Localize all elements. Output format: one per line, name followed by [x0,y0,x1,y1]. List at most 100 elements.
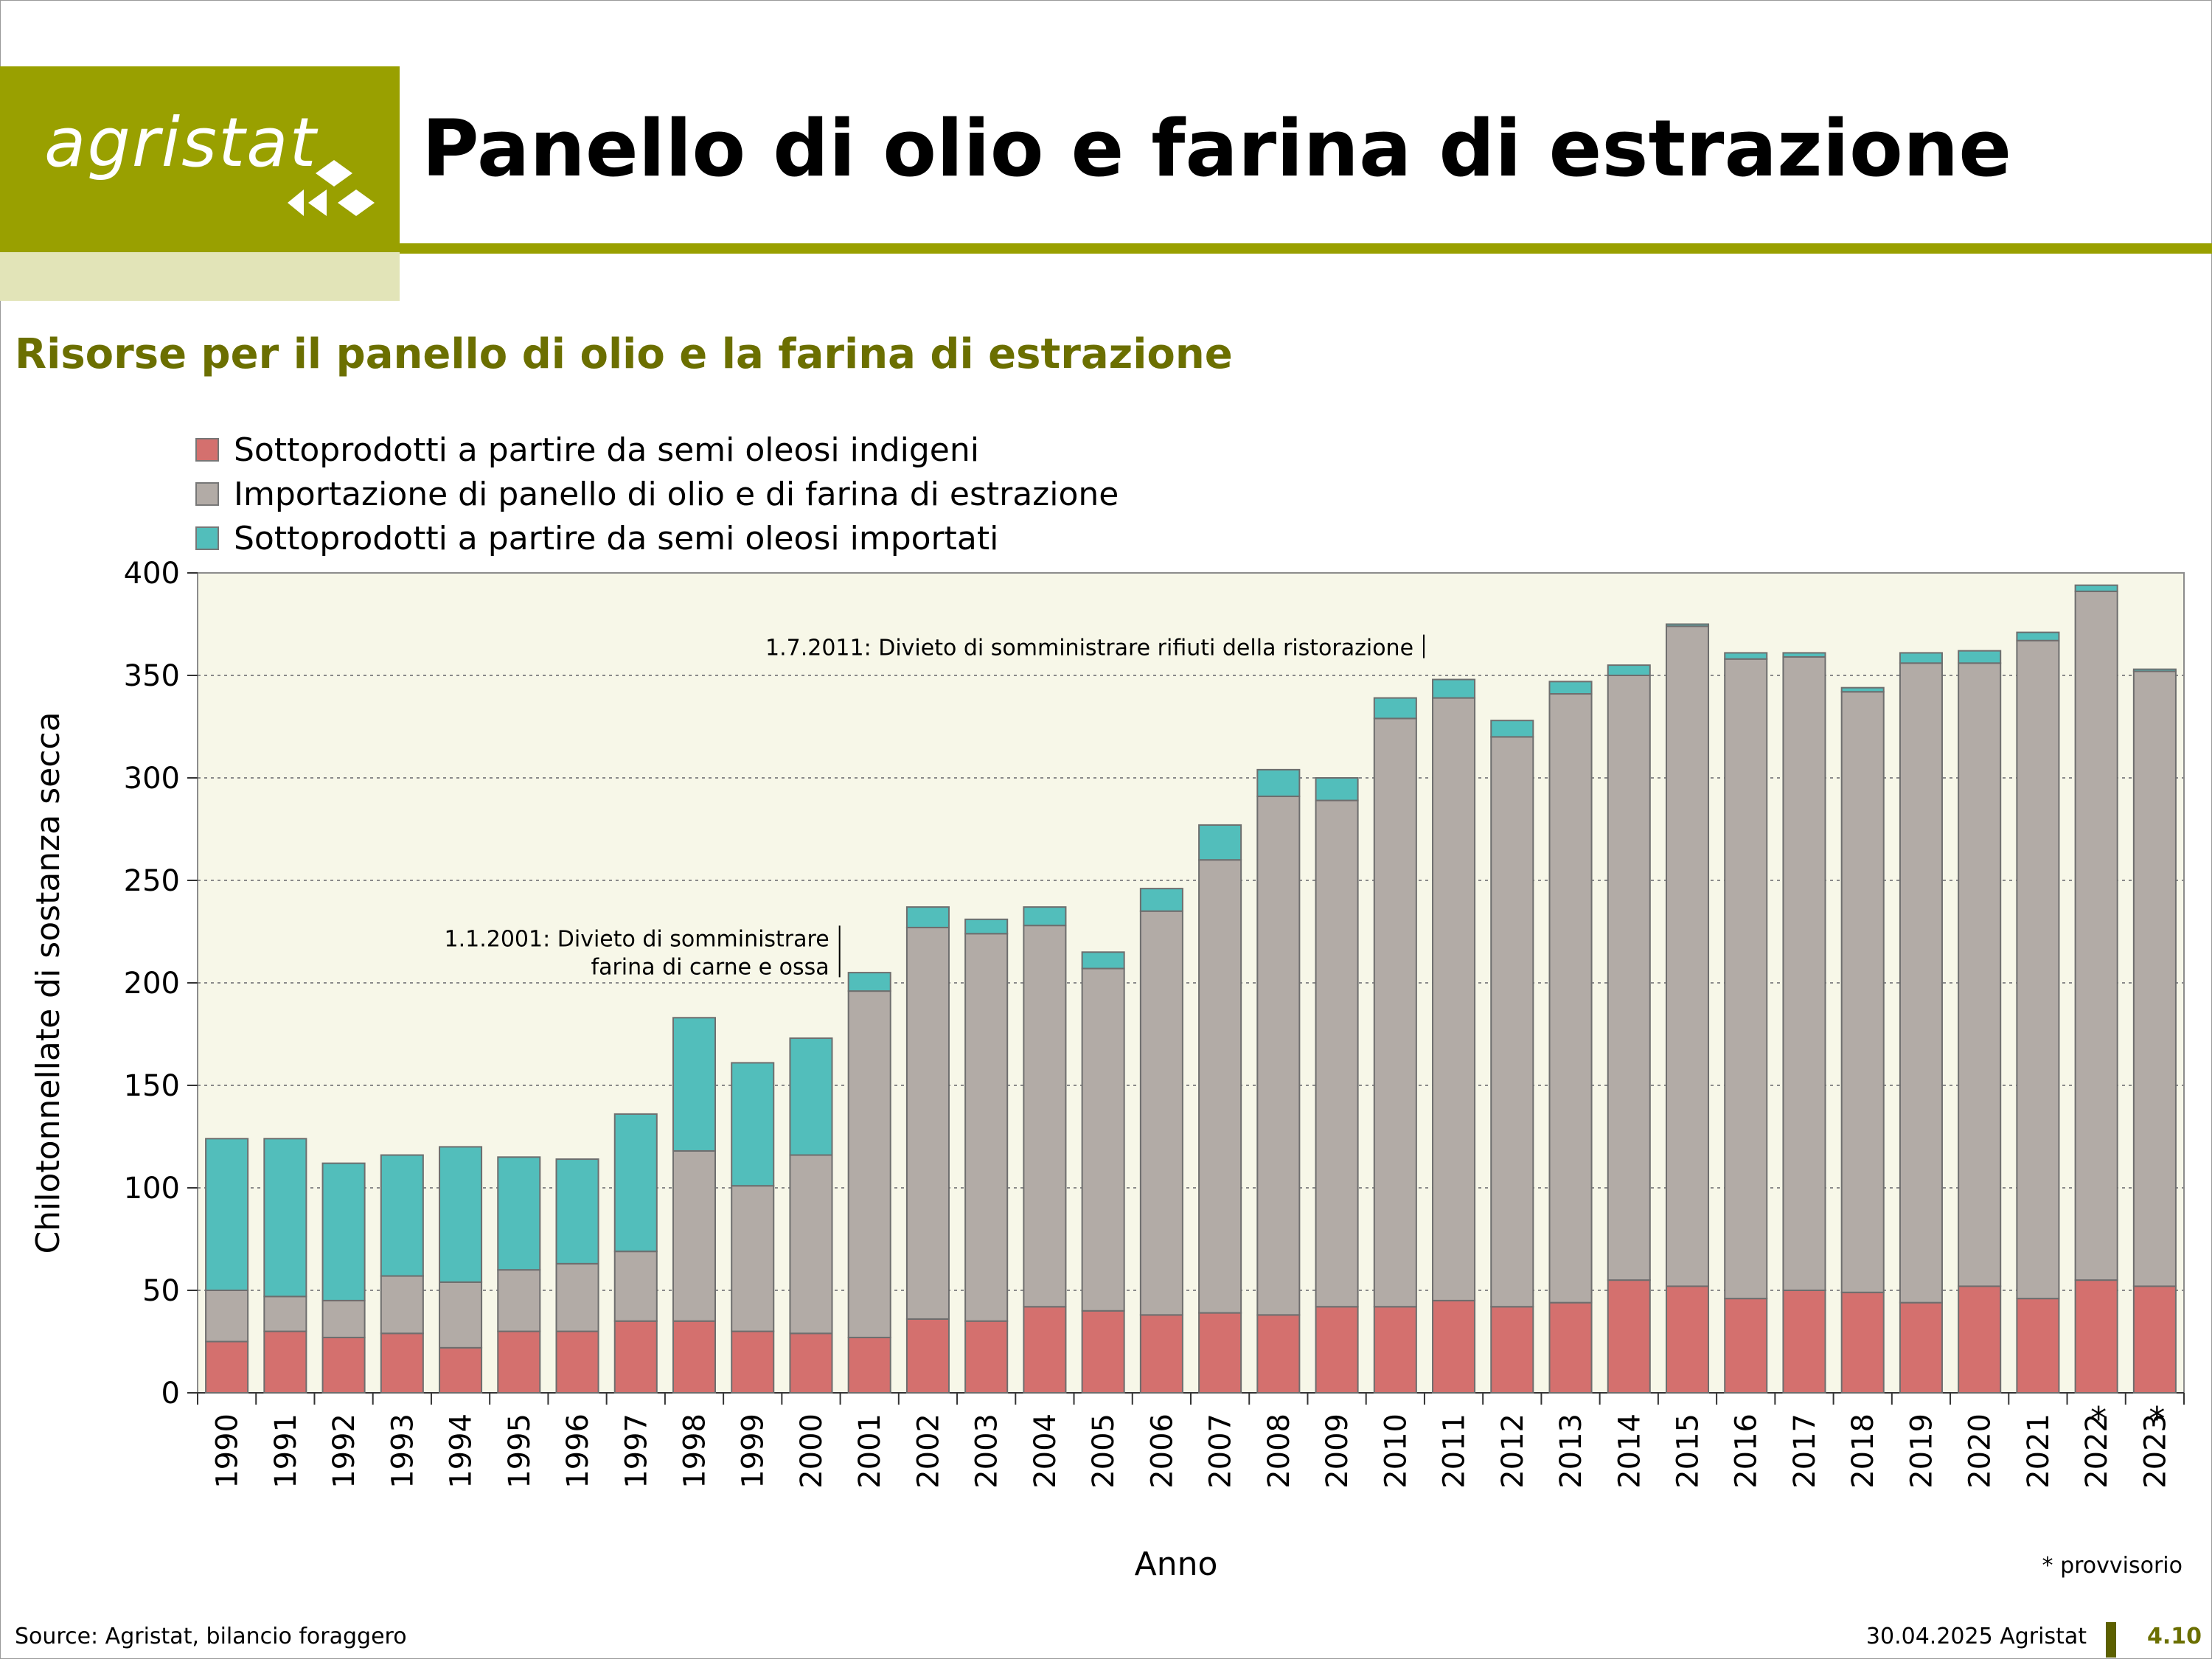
x-tick-label: 1994 [445,1413,479,1489]
x-tick-label: 2015 [1672,1413,1705,1489]
y-tick-label: 100 [124,1172,180,1206]
bar-segment-2008-s3 [1256,768,1301,798]
y-tick-label: 250 [124,864,180,898]
bar-segment-2020-s2 [1958,662,2002,1287]
x-tick-label: 2003 [970,1413,1004,1489]
legend-item-importati: Sottoprodotti a partire da semi oleosi i… [195,516,1119,560]
legend-label-indigeni: Sottoprodotti a partire da semi oleosi i… [234,431,979,469]
chart-subtitle: Risorse per il panello di olio e la fari… [15,330,1233,378]
bar-segment-1990-s2 [205,1290,249,1343]
bar-segment-2009-s3 [1315,777,1359,801]
bar-segment-2010-s3 [1373,697,1417,720]
bar-segment-1996-s3 [555,1158,599,1265]
legend-swatch-importati [195,526,219,550]
bar-segment-2022-s2 [2074,591,2118,1281]
x-tick-label: 2007 [1204,1413,1238,1489]
provisional-footnote: * provvisorio [2042,1553,2183,1579]
bar-segment-2005-s1 [1081,1310,1125,1394]
bar-segment-1995-s3 [497,1156,541,1271]
bar-segment-1992-s3 [321,1162,366,1301]
x-tick-label: 2011 [1438,1413,1472,1489]
stacked-bar-chart: 0 50 100 150 200 250 300 350 400 1990 1991 1992 1993… [29,557,2185,1583]
bar-segment-2011-s3 [1432,678,1476,699]
bar-segment-2002-s1 [905,1318,950,1394]
bar-segment-1992-s2 [321,1299,366,1338]
bar-segment-2023-s3 [2132,668,2177,672]
bar-segment-2019-s3 [1899,652,1943,664]
bar-segment-1995-s1 [497,1330,541,1394]
bar-segment-2008-s1 [1256,1314,1301,1394]
bar-segment-2008-s2 [1256,796,1301,1316]
title-rule [400,243,2212,254]
annotation-text-1: 1.1.2001: Divieto di somministrare [445,926,830,952]
x-tick-label: 1990 [211,1413,245,1489]
y-tick-label: 400 [124,557,180,591]
x-axis-title: Anno [1135,1545,1218,1583]
y-tick-label: 200 [124,967,180,1001]
bar-segment-2015-s3 [1665,623,1710,627]
bar-segment-1991-s1 [263,1330,307,1394]
x-tick-label: 2000 [795,1413,829,1489]
bar-segment-1997-s1 [613,1320,658,1394]
bar-segment-1998-s3 [672,1017,717,1152]
bar-segment-2001-s1 [847,1336,891,1394]
bar-segment-1994-s2 [439,1281,483,1349]
y-tick-label: 0 [161,1377,180,1411]
bar-segment-2017-s1 [1782,1290,1826,1394]
x-tick-label: 2020 [1964,1413,1997,1489]
bar-segment-1999-s2 [731,1185,775,1332]
bar-segment-2017-s2 [1782,655,1826,1291]
x-tick-label: 2010 [1379,1413,1413,1489]
bar-segment-2007-s3 [1198,824,1242,861]
provisional-mark: * [2090,1400,2107,1438]
bar-segment-1990-s3 [205,1138,249,1292]
bar-segment-2017-s3 [1782,652,1826,658]
bar-segment-2007-s2 [1198,859,1242,1314]
x-tick-label: 2018 [1846,1413,1880,1489]
bar-segment-2023-s2 [2132,670,2177,1287]
legend-label-importazione: Importazione di panello di olio e di far… [234,475,1119,513]
x-tick-label: 2001 [853,1413,887,1489]
provisional-mark: * [2149,1400,2165,1438]
x-tick-label: 2021 [2022,1413,2056,1489]
legend-label-importati: Sottoprodotti a partire da semi oleosi i… [234,519,999,557]
bar-segment-2018-s3 [1840,686,1885,693]
bar-segment-1997-s3 [613,1113,658,1253]
x-tick-label: 2004 [1029,1413,1062,1489]
x-tick-label: 2002 [911,1413,945,1489]
x-tick-label: 2008 [1262,1413,1296,1489]
bar-segment-2021-s2 [2016,639,2060,1300]
bar-segment-2020-s3 [1958,650,2002,664]
x-tick-label: 1998 [678,1413,712,1489]
bar-segment-2000-s2 [789,1154,833,1335]
bar-segment-1996-s2 [555,1262,599,1332]
bar-segment-2018-s1 [1840,1291,1885,1394]
bar-segment-2004-s1 [1023,1306,1067,1394]
logo-mark-icon [288,160,375,216]
bar-segment-2022-s3 [2074,584,2118,593]
bar-segment-2005-s2 [1081,967,1125,1312]
bar-segment-2013-s3 [1548,681,1593,695]
legend-item-indigeni: Sottoprodotti a partire da semi oleosi i… [195,428,1119,472]
x-tick-label: 1999 [737,1413,771,1489]
bar-segment-2014-s1 [1607,1279,1651,1394]
bar-segment-2003-s2 [964,933,1009,1322]
legend-item-importazione: Importazione di panello di olio e di far… [195,472,1119,516]
x-tick-label: 2023 [2138,1413,2172,1489]
bar-segment-1992-s1 [321,1336,366,1394]
bar-segment-2012-s2 [1490,736,1534,1308]
bar-segment-2012-s3 [1490,720,1534,738]
bar-segment-2023-s1 [2132,1285,2177,1394]
x-tick-label: 2005 [1087,1413,1121,1489]
bar-segment-1993-s3 [380,1154,424,1277]
x-tick-label: 2006 [1145,1413,1179,1489]
x-tick-label: 1995 [503,1413,537,1489]
bar-segment-2003-s3 [964,918,1009,935]
x-tick-label: 1993 [386,1413,420,1489]
bar-segment-2021-s3 [2016,631,2060,641]
logo-text: agristat [44,103,318,182]
footer-page-number: 4.10 [2147,1624,2202,1649]
x-tick-label: 2017 [1788,1413,1822,1489]
bar-segment-2002-s3 [905,906,950,928]
bar-segment-2013-s2 [1548,693,1593,1304]
